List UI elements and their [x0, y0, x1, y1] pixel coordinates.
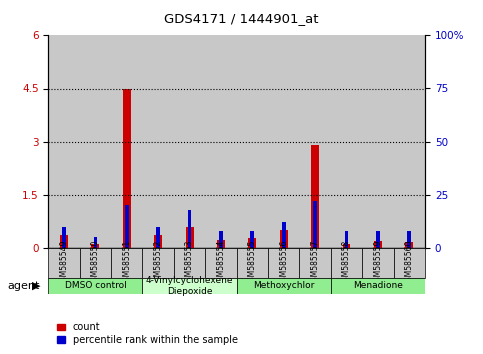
Text: 4-Vinylcyclohexene
Diepoxide: 4-Vinylcyclohexene Diepoxide	[146, 276, 233, 296]
Bar	[142, 278, 237, 294]
Text: GDS4171 / 1444901_at: GDS4171 / 1444901_at	[164, 12, 319, 25]
Bar	[376, 231, 380, 248]
Bar	[251, 231, 254, 248]
Text: ▶: ▶	[32, 281, 41, 291]
Bar	[405, 242, 413, 248]
Bar	[174, 35, 205, 248]
Bar	[219, 231, 223, 248]
Text: GSM585553: GSM585553	[185, 240, 194, 286]
Text: DMSO control: DMSO control	[65, 281, 126, 290]
Bar	[268, 248, 299, 278]
Bar	[394, 35, 425, 248]
Text: Menadione: Menadione	[353, 281, 403, 290]
Text: GSM585549: GSM585549	[59, 240, 69, 286]
Text: GSM585556: GSM585556	[279, 240, 288, 286]
Text: agent: agent	[7, 281, 40, 291]
Bar	[205, 35, 237, 248]
Bar	[80, 35, 111, 248]
Bar	[248, 238, 256, 248]
Bar	[280, 230, 288, 248]
Bar	[60, 235, 68, 248]
Bar	[268, 35, 299, 248]
Bar	[80, 248, 111, 278]
Text: GSM585554: GSM585554	[216, 240, 226, 286]
Text: GSM585555: GSM585555	[248, 240, 257, 286]
Bar	[217, 240, 225, 248]
Bar	[154, 235, 162, 248]
Text: GSM585550: GSM585550	[91, 240, 100, 286]
Bar	[342, 244, 351, 248]
Bar	[156, 227, 160, 248]
Bar	[311, 145, 319, 248]
Bar	[48, 278, 142, 294]
Bar	[331, 278, 425, 294]
Bar	[331, 35, 362, 248]
Bar	[62, 227, 66, 248]
Bar	[362, 35, 394, 248]
Bar	[313, 201, 317, 248]
Bar	[299, 248, 331, 278]
Bar	[125, 205, 128, 248]
Bar	[188, 210, 191, 248]
Bar	[111, 248, 142, 278]
Bar	[174, 248, 205, 278]
Bar	[282, 222, 285, 248]
Bar	[237, 248, 268, 278]
Bar	[48, 248, 80, 278]
Bar	[237, 278, 331, 294]
Bar	[374, 241, 382, 248]
Text: GSM585552: GSM585552	[154, 240, 163, 286]
Bar	[408, 231, 411, 248]
Bar	[91, 244, 99, 248]
Bar	[362, 248, 394, 278]
Text: GSM585557: GSM585557	[311, 240, 320, 286]
Bar	[111, 35, 142, 248]
Bar	[237, 35, 268, 248]
Bar	[299, 35, 331, 248]
Legend: count, percentile rank within the sample: count, percentile rank within the sample	[53, 319, 242, 349]
Bar	[142, 248, 174, 278]
Text: GSM585559: GSM585559	[373, 240, 383, 286]
Bar	[123, 88, 131, 248]
Bar	[205, 248, 237, 278]
Bar	[394, 248, 425, 278]
Bar	[142, 35, 174, 248]
Bar	[48, 35, 80, 248]
Text: GSM585560: GSM585560	[405, 240, 414, 286]
Bar	[345, 231, 348, 248]
Bar	[185, 227, 194, 248]
Bar	[331, 248, 362, 278]
Text: GSM585558: GSM585558	[342, 240, 351, 286]
Bar	[94, 237, 97, 248]
Text: Methoxychlor: Methoxychlor	[253, 281, 314, 290]
Text: GSM585551: GSM585551	[122, 240, 131, 286]
